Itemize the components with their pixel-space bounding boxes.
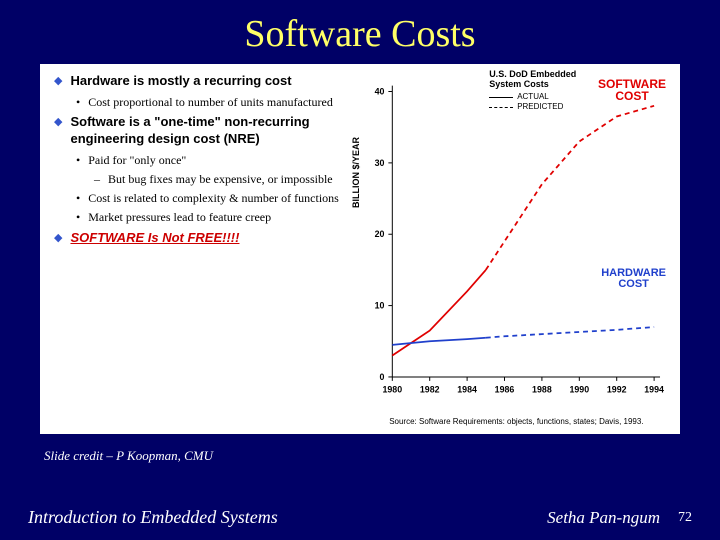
- bullet-emphasis-text: SOFTWARE Is Not FREE!!!!: [70, 229, 239, 247]
- diamond-icon: ◆: [54, 231, 62, 247]
- bullet-2-sub-3-text: Market pressures lead to feature creep: [88, 209, 271, 225]
- svg-text:1990: 1990: [570, 385, 590, 395]
- bullet-2-sub-2-text: Cost is related to complexity & number o…: [88, 190, 339, 206]
- bullet-2-sub-3: Market pressures lead to feature creep: [76, 209, 341, 225]
- footer-right: Setha Pan-ngum 72: [547, 508, 692, 528]
- bullet-2-sub-2: Cost is related to complexity & number o…: [76, 190, 341, 206]
- svg-text:40: 40: [375, 86, 385, 96]
- slide-credit: Slide credit – P Koopman, CMU: [44, 448, 720, 464]
- bullet-2-sub-1: Paid for "only once": [76, 152, 341, 168]
- svg-text:1988: 1988: [532, 385, 552, 395]
- content-panel: ◆ Hardware is mostly a recurring cost Co…: [40, 64, 680, 434]
- bullet-2-sub-1a-text: But bug fixes may be expensive, or impos…: [108, 171, 333, 187]
- svg-text:10: 10: [375, 301, 385, 311]
- chart-column: U.S. DoD Embedded System Costs ACTUAL PR…: [347, 64, 680, 434]
- bullet-column: ◆ Hardware is mostly a recurring cost Co…: [40, 64, 347, 434]
- svg-text:0: 0: [380, 372, 385, 382]
- bullet-1: ◆ Hardware is mostly a recurring cost: [54, 72, 341, 90]
- slide-title: Software Costs: [0, 0, 720, 64]
- footer-left: Introduction to Embedded Systems: [28, 507, 278, 528]
- svg-text:1994: 1994: [644, 385, 664, 395]
- chart-source: Source: Software Requirements: objects, …: [389, 417, 670, 426]
- svg-text:30: 30: [375, 158, 385, 168]
- svg-text:1980: 1980: [383, 385, 403, 395]
- cost-chart: U.S. DoD Embedded System Costs ACTUAL PR…: [349, 68, 674, 430]
- bullet-2-text: Software is a "one-time" non-recurring e…: [70, 113, 341, 148]
- svg-text:1992: 1992: [607, 385, 627, 395]
- diamond-icon: ◆: [54, 115, 62, 148]
- footer: Introduction to Embedded Systems Setha P…: [0, 507, 720, 528]
- footer-author: Setha Pan-ngum: [547, 508, 660, 528]
- bullet-2: ◆ Software is a "one-time" non-recurring…: [54, 113, 341, 148]
- bullet-1-sub-1-text: Cost proportional to number of units man…: [88, 94, 333, 110]
- bullet-emphasis: ◆ SOFTWARE Is Not FREE!!!!: [54, 229, 341, 247]
- svg-text:1982: 1982: [420, 385, 440, 395]
- svg-text:1986: 1986: [495, 385, 515, 395]
- page-number: 72: [678, 510, 692, 526]
- svg-text:20: 20: [375, 229, 385, 239]
- svg-text:1984: 1984: [457, 385, 477, 395]
- chart-svg: 0 10 20 30 40 1980 1982 1984 1986 1988 1990 1992 199…: [349, 68, 674, 430]
- bullet-2-sub-1-text: Paid for "only once": [88, 152, 186, 168]
- diamond-icon: ◆: [54, 74, 62, 90]
- bullet-1-sub-1: Cost proportional to number of units man…: [76, 94, 341, 110]
- bullet-2-sub-1a: But bug fixes may be expensive, or impos…: [94, 171, 341, 187]
- bullet-1-text: Hardware is mostly a recurring cost: [70, 72, 291, 90]
